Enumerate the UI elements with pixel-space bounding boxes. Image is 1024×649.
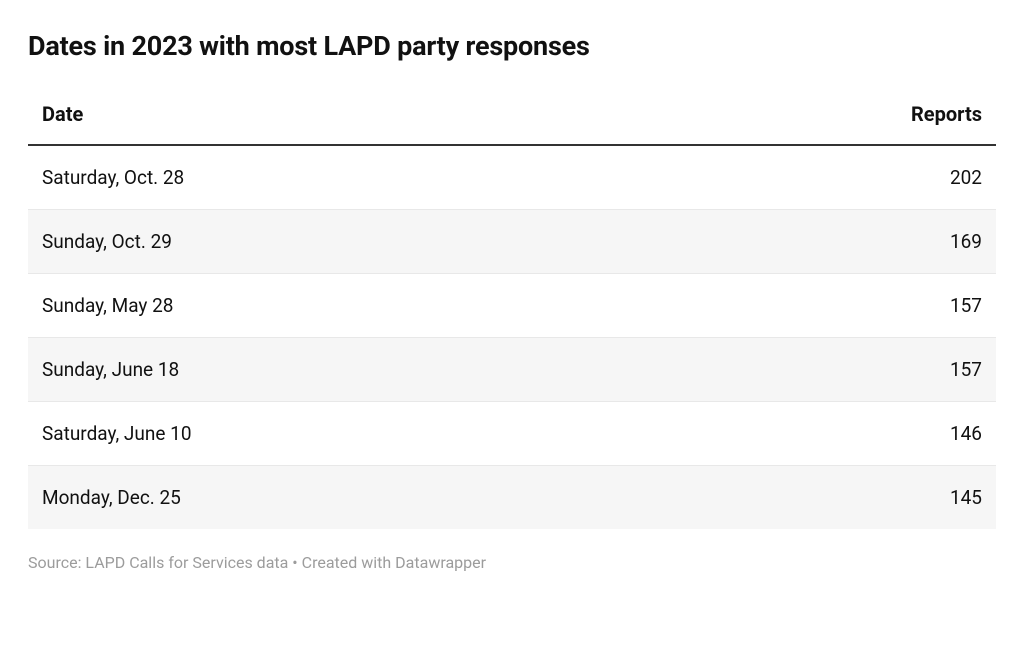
table-row: Sunday, June 18 157 [28,338,996,402]
cell-reports: 146 [649,402,996,466]
cell-date: Monday, Dec. 25 [28,466,649,530]
cell-date: Saturday, June 10 [28,402,649,466]
table-row: Saturday, Oct. 28 202 [28,145,996,210]
cell-reports: 202 [649,145,996,210]
source-attribution: Source: LAPD Calls for Services data • C… [28,553,996,572]
cell-date: Saturday, Oct. 28 [28,145,649,210]
column-header-reports: Reports [649,90,996,145]
table-row: Sunday, Oct. 29 169 [28,210,996,274]
cell-reports: 145 [649,466,996,530]
cell-reports: 157 [649,274,996,338]
cell-date: Sunday, May 28 [28,274,649,338]
data-table: Date Reports Saturday, Oct. 28 202 Sunda… [28,90,996,529]
cell-date: Sunday, June 18 [28,338,649,402]
chart-title: Dates in 2023 with most LAPD party respo… [28,30,996,62]
column-header-date: Date [28,90,649,145]
table-header-row: Date Reports [28,90,996,145]
cell-reports: 169 [649,210,996,274]
table-row: Saturday, June 10 146 [28,402,996,466]
cell-date: Sunday, Oct. 29 [28,210,649,274]
table-row: Sunday, May 28 157 [28,274,996,338]
table-row: Monday, Dec. 25 145 [28,466,996,530]
cell-reports: 157 [649,338,996,402]
